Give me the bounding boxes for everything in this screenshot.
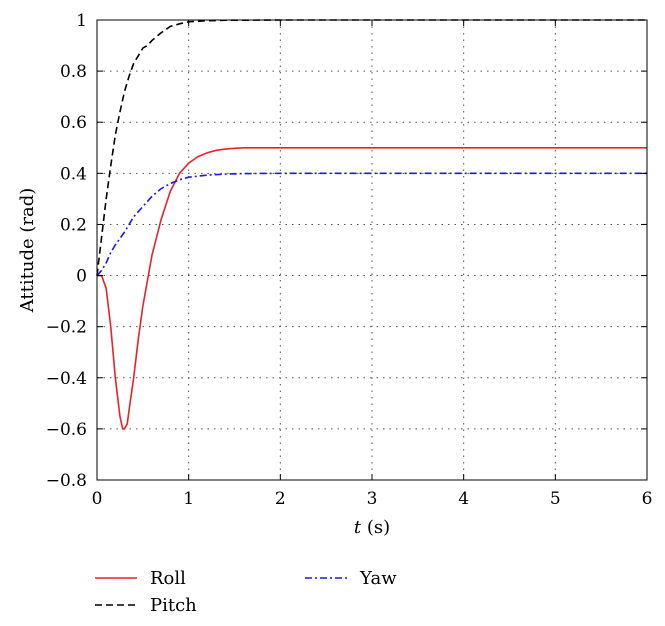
- x-tick-label: 6: [642, 489, 653, 509]
- series-line-pitch: [96, 19, 647, 276]
- y-tick-label: 0.4: [60, 164, 87, 184]
- x-tick-label: 4: [458, 489, 469, 509]
- x-tick-label: 5: [550, 489, 561, 509]
- y-tick-label: −0.4: [46, 369, 87, 389]
- series-line-roll: [97, 146, 647, 430]
- y-tick-label: 0: [76, 267, 87, 287]
- y-tick-label: 0.6: [60, 113, 87, 133]
- legend-label-pitch: Pitch: [150, 595, 197, 616]
- y-axis-label: Attitude (rad): [17, 188, 38, 314]
- legend: Roll Pitch Yaw: [95, 568, 397, 616]
- y-tick-label: −0.2: [46, 318, 87, 338]
- x-tick-label: 3: [367, 489, 378, 509]
- x-axis-label-variable: t: [354, 517, 362, 538]
- legend-label-yaw: Yaw: [359, 568, 397, 589]
- legend-label-roll: Roll: [150, 568, 186, 589]
- x-tick-label: 1: [183, 489, 194, 509]
- series-layer: [96, 19, 647, 430]
- series-line-yaw: [96, 172, 647, 277]
- x-axis-label: t (s): [354, 517, 390, 538]
- y-tick-label: −0.8: [46, 471, 87, 491]
- y-tick-label: −0.6: [46, 420, 87, 440]
- y-tick-label: 0.8: [60, 62, 87, 82]
- x-tick-label: 2: [275, 489, 286, 509]
- x-tick-label: 0: [92, 489, 103, 509]
- y-tick-label: 0.2: [60, 215, 87, 235]
- grid-lines: [97, 20, 647, 480]
- y-tick-label: 1: [76, 11, 87, 31]
- axis-ticks: 0 1 2 3 4 5 6 −0.8 −0.6 −0.4 −0.2 0 0.2 0.4 0.6 0.8 1: [46, 11, 653, 509]
- x-axis-label-unit: (s): [361, 517, 390, 538]
